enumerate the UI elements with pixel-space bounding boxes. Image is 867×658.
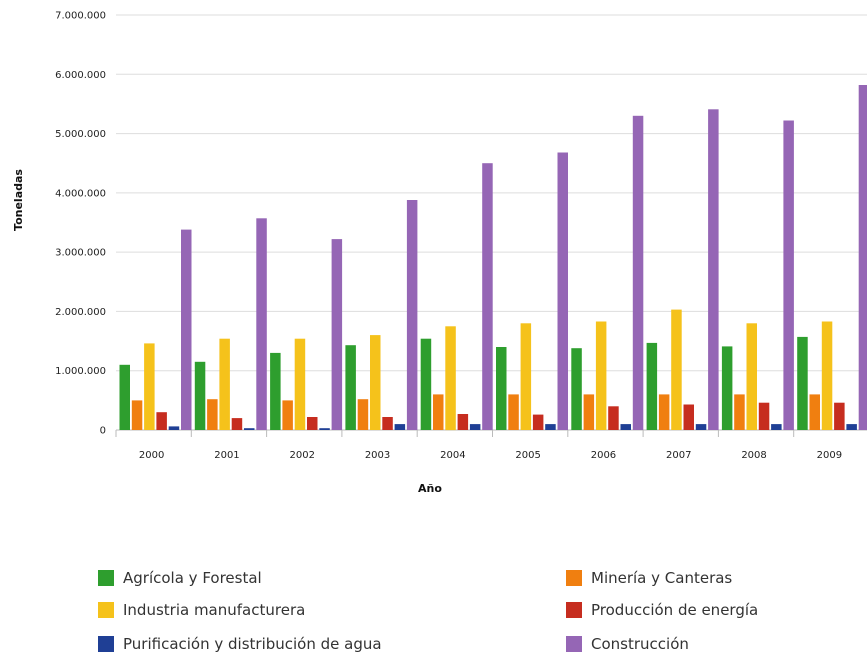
x-tick-label: 2009 (817, 450, 842, 461)
bar (583, 394, 595, 430)
bar (771, 424, 782, 430)
x-axis-title: Año (418, 482, 442, 495)
y-tick-label: 4.000.000 (55, 188, 106, 199)
y-tick-label: 0 (100, 426, 106, 437)
bar (532, 414, 544, 430)
bar (545, 424, 556, 430)
bar (194, 361, 206, 430)
bar (319, 428, 330, 430)
bar (406, 200, 418, 430)
bar (708, 109, 719, 431)
bar (783, 120, 794, 430)
bar (219, 338, 230, 430)
bar (646, 342, 658, 430)
bar (508, 394, 519, 430)
bar (734, 394, 745, 430)
y-tick-label: 5.000.000 (55, 129, 106, 140)
x-tick-label: 2000 (139, 450, 164, 461)
bar (357, 399, 369, 430)
x-tick-label: 2007 (666, 450, 691, 461)
bar (181, 229, 192, 430)
bar (445, 326, 456, 431)
x-tick-label: 2004 (440, 450, 465, 461)
bar (846, 424, 857, 430)
x-tick-label: 2003 (365, 450, 390, 461)
bar (721, 346, 733, 430)
y-tick-label: 6.000.000 (55, 70, 106, 81)
bar (382, 417, 393, 430)
x-tick-label: 2008 (741, 450, 766, 461)
bar (433, 394, 444, 430)
bar (496, 347, 507, 430)
bar (294, 338, 306, 430)
bar (620, 424, 631, 430)
bar (520, 323, 532, 430)
bar (345, 345, 356, 430)
bar (244, 428, 255, 430)
bar (797, 336, 808, 430)
bar (131, 400, 143, 430)
bars (119, 85, 867, 431)
y-tick-label: 7.000.000 (55, 11, 106, 22)
y-tick-label: 2.000.000 (55, 307, 106, 318)
bar (282, 400, 293, 430)
bar (809, 394, 820, 430)
bar (746, 323, 757, 430)
x-tick-label: 2005 (515, 450, 540, 461)
bar (671, 309, 682, 430)
bar (331, 239, 343, 430)
bar (457, 414, 469, 430)
bar (571, 348, 582, 430)
bar (469, 424, 481, 430)
x-tick-label: 2001 (214, 450, 239, 461)
x-axis-ticks: 2000 2001 2002 2003 2004 2005 2006 2007 2008 2009 (115, 430, 842, 461)
bar (394, 424, 406, 430)
y-tick-label: 1.000.000 (55, 366, 106, 377)
y-tick-label: 3.000.000 (55, 248, 106, 259)
bar (307, 417, 318, 430)
y-axis-ticks: 0 1.000.000 2.000.000 3.000.000 4.000.000 5.0… (55, 11, 106, 437)
bar (482, 163, 493, 430)
bar (695, 424, 707, 430)
x-tick-label: 2002 (290, 450, 315, 461)
bar (144, 343, 155, 430)
bar (207, 399, 218, 430)
bar (119, 364, 130, 430)
bar (420, 338, 432, 430)
bar (557, 152, 568, 430)
bar (658, 394, 670, 430)
bar (632, 115, 644, 431)
bar (608, 406, 619, 430)
bar (858, 85, 867, 430)
bar (231, 418, 243, 430)
bar (821, 321, 833, 430)
bar (758, 402, 770, 430)
bar (370, 335, 381, 430)
bar (156, 412, 167, 430)
y-axis-title: Toneladas (12, 169, 25, 231)
bar (595, 321, 607, 430)
bar (683, 404, 694, 430)
x-tick-label: 2006 (591, 450, 616, 461)
bar (168, 426, 180, 430)
bar (834, 402, 845, 430)
bar (270, 352, 281, 430)
bar (256, 218, 267, 430)
